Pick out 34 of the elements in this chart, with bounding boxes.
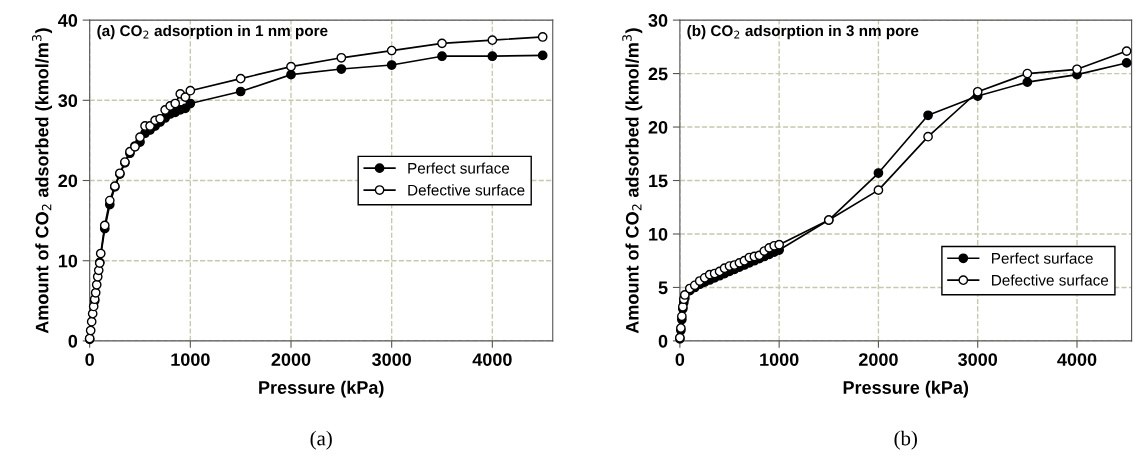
y-tick-label: 25 bbox=[648, 67, 668, 81]
y-tick-label: 20 bbox=[648, 120, 668, 134]
x-tick-label: 4000 bbox=[472, 353, 512, 366]
text: (b) bbox=[894, 430, 917, 450]
y-tick-label: 15 bbox=[649, 174, 668, 188]
y-axis-title: Amount of CO$_{2}$ adsorbed (kmol/m$^{3}$) bbox=[622, 28, 643, 334]
y-tick-label: 40 bbox=[58, 14, 78, 27]
x-tick-label: 3000 bbox=[372, 353, 412, 367]
x-tick-label: 2000 bbox=[271, 353, 311, 366]
y-tick-label: 30 bbox=[58, 94, 78, 108]
x-tick-label: 1000 bbox=[171, 353, 210, 366]
x-tick-label: 0 bbox=[85, 353, 94, 366]
legend-label: Defective surface bbox=[408, 184, 525, 196]
y-tick-label: 10 bbox=[58, 254, 78, 268]
x-tick-label: 4000 bbox=[1057, 353, 1097, 366]
x-axis-title: Pressure (kPa) bbox=[843, 380, 969, 398]
y-tick-label: 0 bbox=[68, 334, 78, 348]
legend-label: Perfect surface bbox=[992, 252, 1093, 264]
x-tick-label: 0 bbox=[675, 353, 685, 366]
x-tick-label: 2000 bbox=[858, 353, 898, 366]
y-axis-title: Amount of CO$_{2}$ adsorbed (kmol/m$^{3}$) bbox=[32, 28, 53, 334]
x-tick-label: 1000 bbox=[760, 353, 799, 366]
y-tick-label: 5 bbox=[658, 281, 668, 295]
legend-label: Defective surface bbox=[992, 274, 1109, 286]
chart-title: (a) CO$_{2}$ adsorption in 1 nm pore bbox=[97, 24, 328, 40]
y-tick-label: 10 bbox=[649, 227, 668, 241]
y-tick-label: 30 bbox=[648, 14, 668, 27]
text: (a) bbox=[310, 430, 332, 450]
x-axis-title: Pressure (kPa) bbox=[259, 380, 384, 398]
y-tick-label: 20 bbox=[58, 174, 78, 188]
legend-label: Perfect surface bbox=[408, 162, 510, 174]
chart-title: (b) CO$_{2}$ adsorption in 3 nm pore bbox=[687, 24, 919, 40]
x-tick-label: 3000 bbox=[958, 353, 998, 367]
y-tick-label: 0 bbox=[658, 334, 668, 348]
